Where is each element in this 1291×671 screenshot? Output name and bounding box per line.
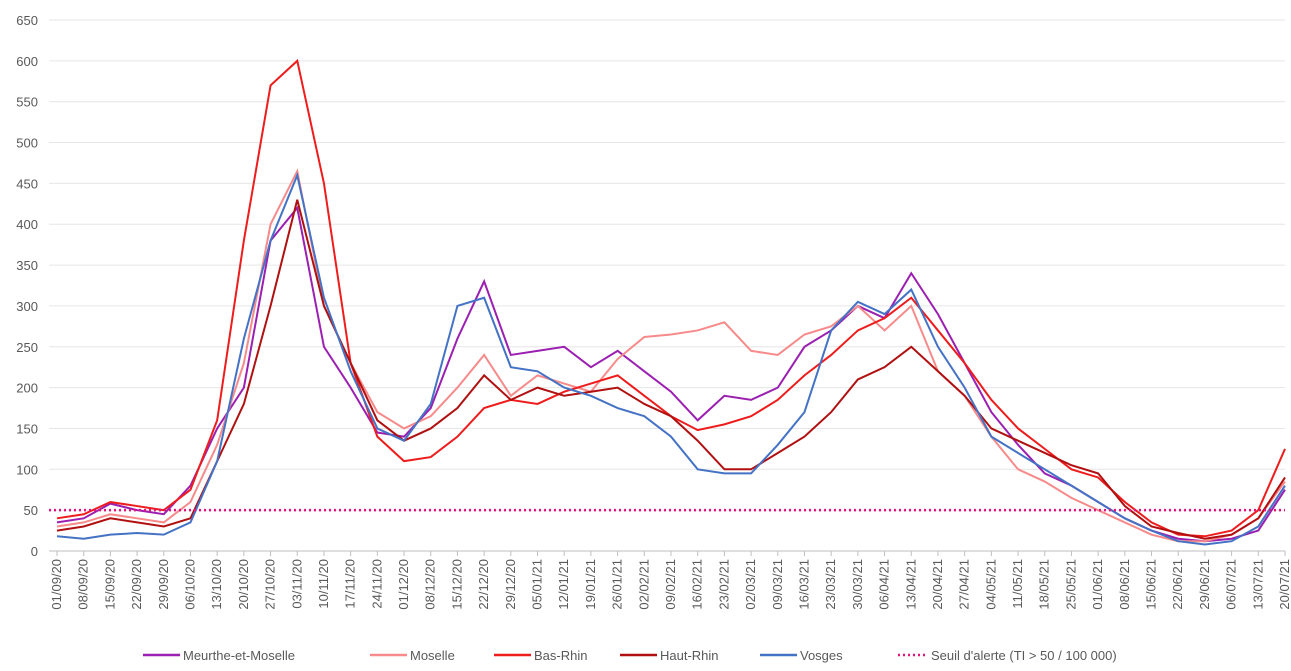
x-tick-label: 25/05/21: [1063, 559, 1078, 610]
x-tick-label: 24/11/20: [369, 559, 384, 609]
x-tick-label: 11/05/21: [1010, 559, 1025, 609]
legend-label: Seuil d'alerte (TI > 50 / 100 000): [931, 648, 1117, 663]
x-tick-label: 30/03/21: [850, 559, 865, 610]
x-tick-label: 09/02/21: [663, 559, 678, 610]
x-tick-label: 13/10/20: [209, 559, 224, 610]
y-tick-label: 50: [24, 503, 38, 518]
x-tick-label: 20/10/20: [236, 559, 251, 610]
x-tick-label: 01/09/20: [49, 559, 64, 610]
x-tick-label: 20/07/21: [1277, 559, 1291, 610]
x-tick-label: 03/11/20: [289, 559, 304, 609]
x-tick-label: 01/06/21: [1090, 559, 1105, 610]
x-tick-label: 02/02/21: [636, 559, 651, 610]
x-tick-label: 26/01/21: [610, 559, 625, 610]
y-tick-label: 450: [16, 176, 38, 191]
series-line: [56, 171, 1286, 546]
x-tick-label: 17/11/20: [343, 559, 358, 609]
x-tick-label: 29/12/20: [503, 559, 518, 610]
x-tick-label: 06/10/20: [182, 559, 197, 610]
x-tick-label: 04/05/21: [983, 559, 998, 610]
legend-label: Moselle: [410, 648, 455, 663]
legend-label: Meurthe-et-Moselle: [183, 648, 295, 663]
y-tick-label: 350: [16, 258, 38, 273]
x-tick-label: 08/09/20: [76, 559, 91, 610]
x-tick-label: 12/01/21: [556, 559, 571, 610]
x-tick-label: 20/04/21: [930, 559, 945, 610]
y-tick-label: 550: [16, 95, 38, 110]
y-tick-label: 250: [16, 340, 38, 355]
x-tick-label: 27/04/21: [957, 559, 972, 610]
x-tick-label: 10/11/20: [316, 559, 331, 609]
series-line: [56, 199, 1286, 540]
x-tick-label: 02/03/21: [743, 559, 758, 610]
x-tick-label: 06/04/21: [877, 559, 892, 610]
x-tick-label: 08/06/21: [1117, 559, 1132, 610]
x-tick-label: 19/01/21: [583, 559, 598, 610]
legend-label: Vosges: [800, 648, 843, 663]
x-tick-label: 22/06/21: [1170, 559, 1185, 610]
legend-label: Haut-Rhin: [660, 648, 719, 663]
x-tick-label: 16/03/21: [796, 559, 811, 610]
x-tick-label: 13/07/21: [1250, 559, 1265, 610]
x-tick-label: 22/12/20: [476, 559, 491, 610]
y-tick-label: 600: [16, 54, 38, 69]
x-tick-label: 23/03/21: [823, 559, 838, 610]
x-tick-label: 18/05/21: [1037, 559, 1052, 610]
series-line: [56, 58, 1286, 538]
x-tick-label: 08/12/20: [423, 559, 438, 610]
x-tick-label: 15/12/20: [449, 559, 464, 610]
y-tick-label: 300: [16, 299, 38, 314]
y-tick-label: 100: [16, 462, 38, 477]
x-tick-label: 05/01/21: [530, 559, 545, 610]
x-tick-label: 06/07/21: [1224, 559, 1239, 610]
x-tick-label: 09/03/21: [770, 559, 785, 610]
series-line: [56, 168, 1286, 543]
x-tick-label: 29/06/21: [1197, 559, 1212, 610]
y-tick-label: 0: [31, 544, 38, 559]
x-tick-label: 01/12/20: [396, 559, 411, 610]
x-tick-label: 16/02/21: [690, 559, 705, 610]
x-tick-label: 15/09/20: [102, 559, 117, 610]
x-tick-label: 15/06/21: [1144, 559, 1159, 610]
y-tick-label: 200: [16, 381, 38, 396]
x-tick-label: 29/09/20: [156, 559, 171, 610]
y-tick-label: 150: [16, 421, 38, 436]
y-tick-label: 650: [16, 13, 38, 28]
x-tick-label: 22/09/20: [129, 559, 144, 610]
y-tick-label: 400: [16, 217, 38, 232]
x-tick-label: 13/04/21: [903, 559, 918, 610]
x-tick-label: 23/02/21: [716, 559, 731, 610]
legend-label: Bas-Rhin: [534, 648, 587, 663]
x-tick-label: 27/10/20: [263, 559, 278, 610]
y-tick-label: 500: [16, 136, 38, 151]
